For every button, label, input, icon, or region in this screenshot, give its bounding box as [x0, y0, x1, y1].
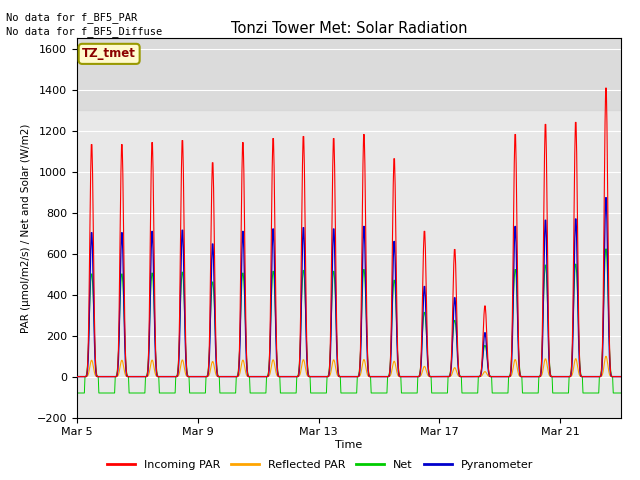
Legend: Incoming PAR, Reflected PAR, Net, Pyranometer: Incoming PAR, Reflected PAR, Net, Pyrano…: [102, 456, 538, 474]
Text: No data for f_BF5_Diffuse: No data for f_BF5_Diffuse: [6, 26, 163, 37]
X-axis label: Time: Time: [335, 440, 362, 450]
Text: TZ_tmet: TZ_tmet: [82, 48, 136, 60]
Text: No data for f_BF5_PAR: No data for f_BF5_PAR: [6, 12, 138, 23]
Y-axis label: PAR (μmol/m2/s) / Net and Solar (W/m2): PAR (μmol/m2/s) / Net and Solar (W/m2): [21, 123, 31, 333]
Bar: [77, 38, 621, 110]
Title: Tonzi Tower Met: Solar Radiation: Tonzi Tower Met: Solar Radiation: [230, 21, 467, 36]
